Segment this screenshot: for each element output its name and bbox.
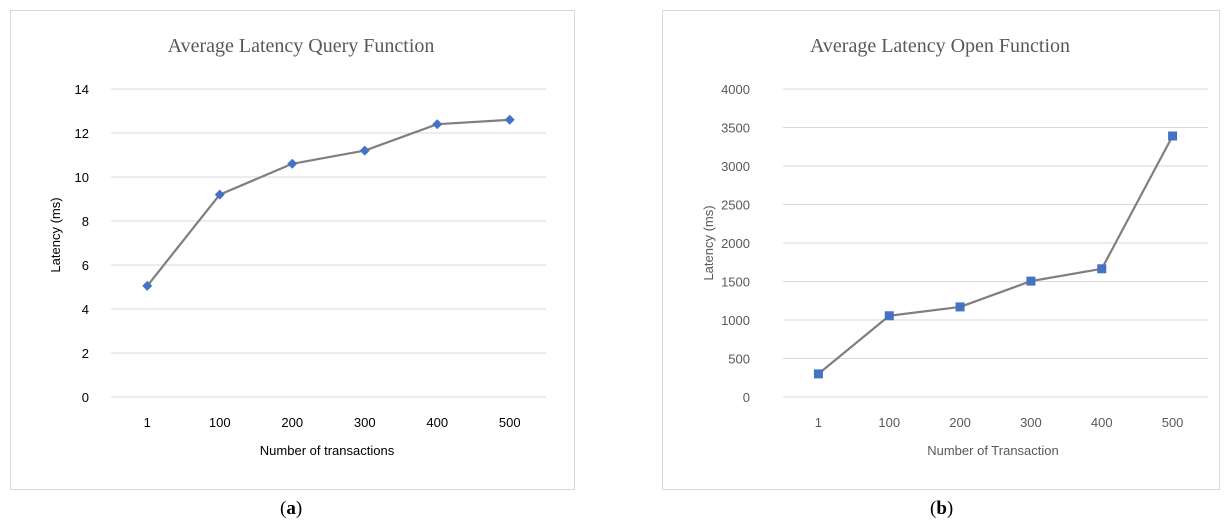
y-tick-label: 2500 xyxy=(721,198,750,213)
x-tick-label: 100 xyxy=(878,415,900,430)
x-tick-label: 200 xyxy=(281,415,303,430)
y-tick-label: 4000 xyxy=(721,82,750,97)
x-tick-label: 100 xyxy=(209,415,231,430)
x-tick-label: 500 xyxy=(1162,415,1184,430)
data-point xyxy=(504,114,515,125)
data-point xyxy=(955,302,965,312)
x-tick-label: 1 xyxy=(144,415,151,430)
x-tick-label: 400 xyxy=(1091,415,1113,430)
data-point xyxy=(1168,131,1178,141)
chart-title: Average Latency Open Function xyxy=(810,35,1070,57)
y-tick-label: 0 xyxy=(743,390,750,405)
data-point xyxy=(214,189,225,200)
x-tick-label: 200 xyxy=(949,415,971,430)
x-tick-label: 1 xyxy=(815,415,822,430)
data-point xyxy=(1097,264,1107,274)
y-tick-label: 3500 xyxy=(721,121,750,136)
y-tick-label: 6 xyxy=(82,258,89,273)
x-axis-label: Number of Transaction xyxy=(927,443,1059,458)
y-tick-label: 1000 xyxy=(721,313,750,328)
y-tick-label: 3000 xyxy=(721,159,750,174)
data-point xyxy=(142,280,153,291)
latency-open-chart: Average Latency Open Function 0500100015… xyxy=(701,35,1208,458)
data-point xyxy=(884,311,894,321)
x-tick-label: 300 xyxy=(354,415,376,430)
y-axis-label: Latency (ms) xyxy=(48,197,63,272)
y-tick-label: 12 xyxy=(75,126,89,141)
y-tick-label: 2000 xyxy=(721,236,750,251)
caption-a: (a) xyxy=(280,498,303,519)
y-tick-label: 8 xyxy=(82,214,89,229)
y-tick-label: 0 xyxy=(82,390,89,405)
y-tick-label: 500 xyxy=(728,352,750,367)
y-tick-label: 10 xyxy=(75,170,89,185)
x-tick-label: 300 xyxy=(1020,415,1042,430)
x-axis-label: Number of transactions xyxy=(260,443,395,458)
y-tick-label: 2 xyxy=(82,346,89,361)
y-axis-label: Latency (ms) xyxy=(701,205,716,280)
chart-panel-a: Average Latency Query Function 0 2 4 6 8 10 12… xyxy=(10,10,575,490)
data-point xyxy=(813,369,823,379)
x-tick-label: 400 xyxy=(426,415,448,430)
x-tick-label: 500 xyxy=(499,415,521,430)
data-point xyxy=(359,145,370,156)
data-point xyxy=(432,119,443,130)
chart-title: Average Latency Query Function xyxy=(168,35,435,57)
chart-panel-b: Average Latency Open Function 0 500 1000 15… xyxy=(662,10,1220,490)
y-tick-label: 4 xyxy=(82,302,89,317)
data-point xyxy=(1026,276,1036,286)
series-line xyxy=(817,135,1174,375)
y-tick-label: 14 xyxy=(75,82,89,97)
series-line xyxy=(146,118,510,287)
y-tick-label: 1500 xyxy=(721,275,750,290)
caption-b: (b) xyxy=(930,498,954,519)
latency-query-chart: Average Latency Query Function 024681012… xyxy=(48,35,546,458)
data-point xyxy=(287,158,298,169)
